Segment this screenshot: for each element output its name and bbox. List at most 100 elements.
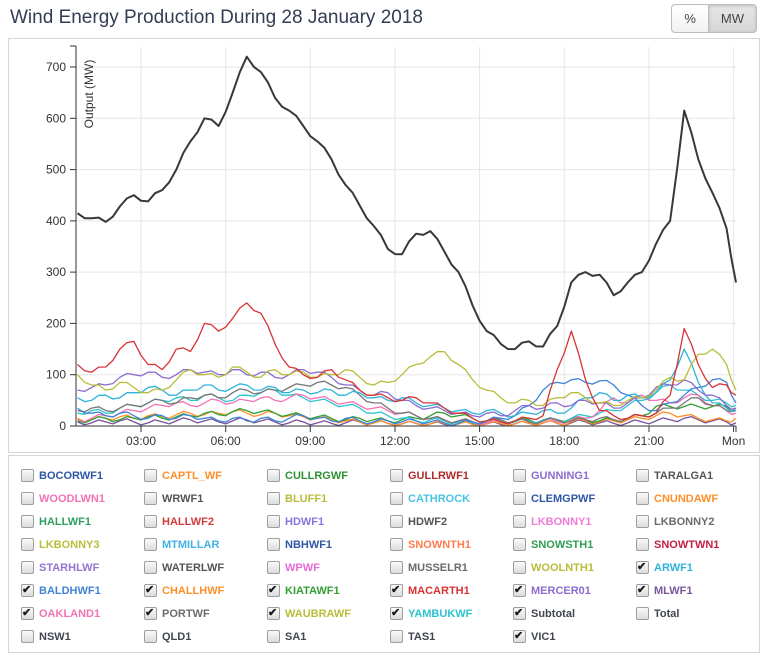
legend-checkbox-KIATAWF1[interactable] — [267, 584, 280, 597]
mw-button[interactable]: MW — [707, 4, 757, 33]
legend-checkbox-SNOWTWN1[interactable] — [636, 538, 649, 551]
legend-checkbox-WATERLWF[interactable] — [144, 561, 157, 574]
legend-item-WATERLWF[interactable]: WATERLWF — [144, 557, 263, 578]
legend-checkbox-WAUBRAWF[interactable] — [267, 607, 280, 620]
legend-item-LKBONNY3[interactable]: LKBONNY3 — [21, 534, 140, 555]
legend-checkbox-ARWF1[interactable] — [636, 561, 649, 574]
legend-item-OAKLAND1[interactable]: OAKLAND1 — [21, 603, 140, 624]
legend-checkbox-HALLWF2[interactable] — [144, 515, 157, 528]
legend-item-MUSSELR1[interactable]: MUSSELR1 — [390, 557, 509, 578]
legend-checkbox-Subtotal[interactable] — [513, 607, 526, 620]
legend-item-YAMBUKWF[interactable]: YAMBUKWF — [390, 603, 509, 624]
legend-checkbox-WPWF[interactable] — [267, 561, 280, 574]
legend-checkbox-HDWF1[interactable] — [267, 515, 280, 528]
legend-checkbox-CNUNDAWF[interactable] — [636, 492, 649, 505]
legend-item-HALLWF2[interactable]: HALLWF2 — [144, 511, 263, 532]
percent-button[interactable]: % — [671, 4, 708, 33]
legend-item-WOOLNTH1[interactable]: WOOLNTH1 — [513, 557, 632, 578]
legend-item-STARHLWF[interactable]: STARHLWF — [21, 557, 140, 578]
legend-item-CATHROCK[interactable]: CATHROCK — [390, 488, 509, 509]
legend-item-NSW1[interactable]: NSW1 — [21, 626, 140, 647]
legend-checkbox-CULLRGWF[interactable] — [267, 469, 280, 482]
legend-checkbox-NBHWF1[interactable] — [267, 538, 280, 551]
legend-item-SNOWNTH1[interactable]: SNOWNTH1 — [390, 534, 509, 555]
legend-checkbox-TARALGA1[interactable] — [636, 469, 649, 482]
legend-item-MERCER01[interactable]: MERCER01 — [513, 580, 632, 601]
legend-checkbox-SA1[interactable] — [267, 630, 280, 643]
legend-item-BOCORWF1[interactable]: BOCORWF1 — [21, 465, 140, 486]
legend-checkbox-SNOWNTH1[interactable] — [390, 538, 403, 551]
legend-label: ARWF1 — [654, 561, 693, 574]
legend-checkbox-HALLWF1[interactable] — [21, 515, 34, 528]
legend-label: WATERLWF — [162, 561, 225, 574]
legend-checkbox-CATHROCK[interactable] — [390, 492, 403, 505]
legend-checkbox-WOODLWN1[interactable] — [21, 492, 34, 505]
legend-item-MTMILLAR[interactable]: MTMILLAR — [144, 534, 263, 555]
legend-checkbox-PORTWF[interactable] — [144, 607, 157, 620]
legend-checkbox-MLWF1[interactable] — [636, 584, 649, 597]
legend-checkbox-MERCER01[interactable] — [513, 584, 526, 597]
legend-checkbox-NSW1[interactable] — [21, 630, 34, 643]
legend-checkbox-WRWF1[interactable] — [144, 492, 157, 505]
legend-item-CNUNDAWF[interactable]: CNUNDAWF — [636, 488, 755, 509]
legend-item-SA1[interactable]: SA1 — [267, 626, 386, 647]
legend-item-LKBONNY1[interactable]: LKBONNY1 — [513, 511, 632, 532]
legend-item-PORTWF[interactable]: PORTWF — [144, 603, 263, 624]
legend-checkbox-CLEMGPWF[interactable] — [513, 492, 526, 505]
legend-item-TARALGA1[interactable]: TARALGA1 — [636, 465, 755, 486]
legend-checkbox-BLUFF1[interactable] — [267, 492, 280, 505]
legend-checkbox-LKBONNY1[interactable] — [513, 515, 526, 528]
legend-checkbox-GUNNING1[interactable] — [513, 469, 526, 482]
legend-checkbox-LKBONNY3[interactable] — [21, 538, 34, 551]
legend-checkbox-YAMBUKWF[interactable] — [390, 607, 403, 620]
legend-checkbox-WOOLNTH1[interactable] — [513, 561, 526, 574]
legend-item-SNOWTWN1[interactable]: SNOWTWN1 — [636, 534, 755, 555]
legend-item-GUNNING1[interactable]: GUNNING1 — [513, 465, 632, 486]
legend-item-LKBONNY2[interactable]: LKBONNY2 — [636, 511, 755, 532]
legend-item-GULLRWF1[interactable]: GULLRWF1 — [390, 465, 509, 486]
legend-item-SNOWSTH1[interactable]: SNOWSTH1 — [513, 534, 632, 555]
legend-checkbox-BALDHWF1[interactable] — [21, 584, 34, 597]
legend-checkbox-GULLRWF1[interactable] — [390, 469, 403, 482]
legend-checkbox-TAS1[interactable] — [390, 630, 403, 643]
legend-item-CULLRGWF[interactable]: CULLRGWF — [267, 465, 386, 486]
legend-item-QLD1[interactable]: QLD1 — [144, 626, 263, 647]
legend-checkbox-CAPTL_WF[interactable] — [144, 469, 157, 482]
legend-item-WRWF1[interactable]: WRWF1 — [144, 488, 263, 509]
legend-item-HDWF1[interactable]: HDWF1 — [267, 511, 386, 532]
legend-checkbox-SNOWSTH1[interactable] — [513, 538, 526, 551]
legend-checkbox-QLD1[interactable] — [144, 630, 157, 643]
legend-item-HDWF2[interactable]: HDWF2 — [390, 511, 509, 532]
legend-item-BLUFF1[interactable]: BLUFF1 — [267, 488, 386, 509]
legend-checkbox-LKBONNY2[interactable] — [636, 515, 649, 528]
legend-item-BALDHWF1[interactable]: BALDHWF1 — [21, 580, 140, 601]
legend-item-HALLWF1[interactable]: HALLWF1 — [21, 511, 140, 532]
legend-item-VIC1[interactable]: VIC1 — [513, 626, 632, 647]
wind-output-chart[interactable]: 0 100 200 300 400 500 600 700 03:00 06:00 09:00 12:… — [9, 39, 757, 452]
legend-checkbox-Total[interactable] — [636, 607, 649, 620]
legend-checkbox-OAKLAND1[interactable] — [21, 607, 34, 620]
legend-item-Subtotal[interactable]: Subtotal — [513, 603, 632, 624]
legend-item-WPWF[interactable]: WPWF — [267, 557, 386, 578]
legend-item-KIATAWF1[interactable]: KIATAWF1 — [267, 580, 386, 601]
legend-item-WAUBRAWF[interactable]: WAUBRAWF — [267, 603, 386, 624]
legend-item-MLWF1[interactable]: MLWF1 — [636, 580, 755, 601]
legend-checkbox-MACARTH1[interactable] — [390, 584, 403, 597]
legend-item-MACARTH1[interactable]: MACARTH1 — [390, 580, 509, 601]
legend-item-CAPTL_WF[interactable]: CAPTL_WF — [144, 465, 263, 486]
legend-item-TAS1[interactable]: TAS1 — [390, 626, 509, 647]
legend-item-CHALLHWF[interactable]: CHALLHWF — [144, 580, 263, 601]
legend-checkbox-MTMILLAR[interactable] — [144, 538, 157, 551]
legend-item-Total[interactable]: Total — [636, 603, 755, 624]
legend-checkbox-STARHLWF[interactable] — [21, 561, 34, 574]
legend-checkbox-VIC1[interactable] — [513, 630, 526, 643]
legend-checkbox-MUSSELR1[interactable] — [390, 561, 403, 574]
legend-checkbox-CHALLHWF[interactable] — [144, 584, 157, 597]
legend-checkbox-BOCORWF1[interactable] — [21, 469, 34, 482]
legend-checkbox-HDWF2[interactable] — [390, 515, 403, 528]
legend-item-NBHWF1[interactable]: NBHWF1 — [267, 534, 386, 555]
series-line-CHALLHWF — [77, 409, 737, 427]
legend-item-CLEMGPWF[interactable]: CLEMGPWF — [513, 488, 632, 509]
legend-item-ARWF1[interactable]: ARWF1 — [636, 557, 755, 578]
legend-item-WOODLWN1[interactable]: WOODLWN1 — [21, 488, 140, 509]
